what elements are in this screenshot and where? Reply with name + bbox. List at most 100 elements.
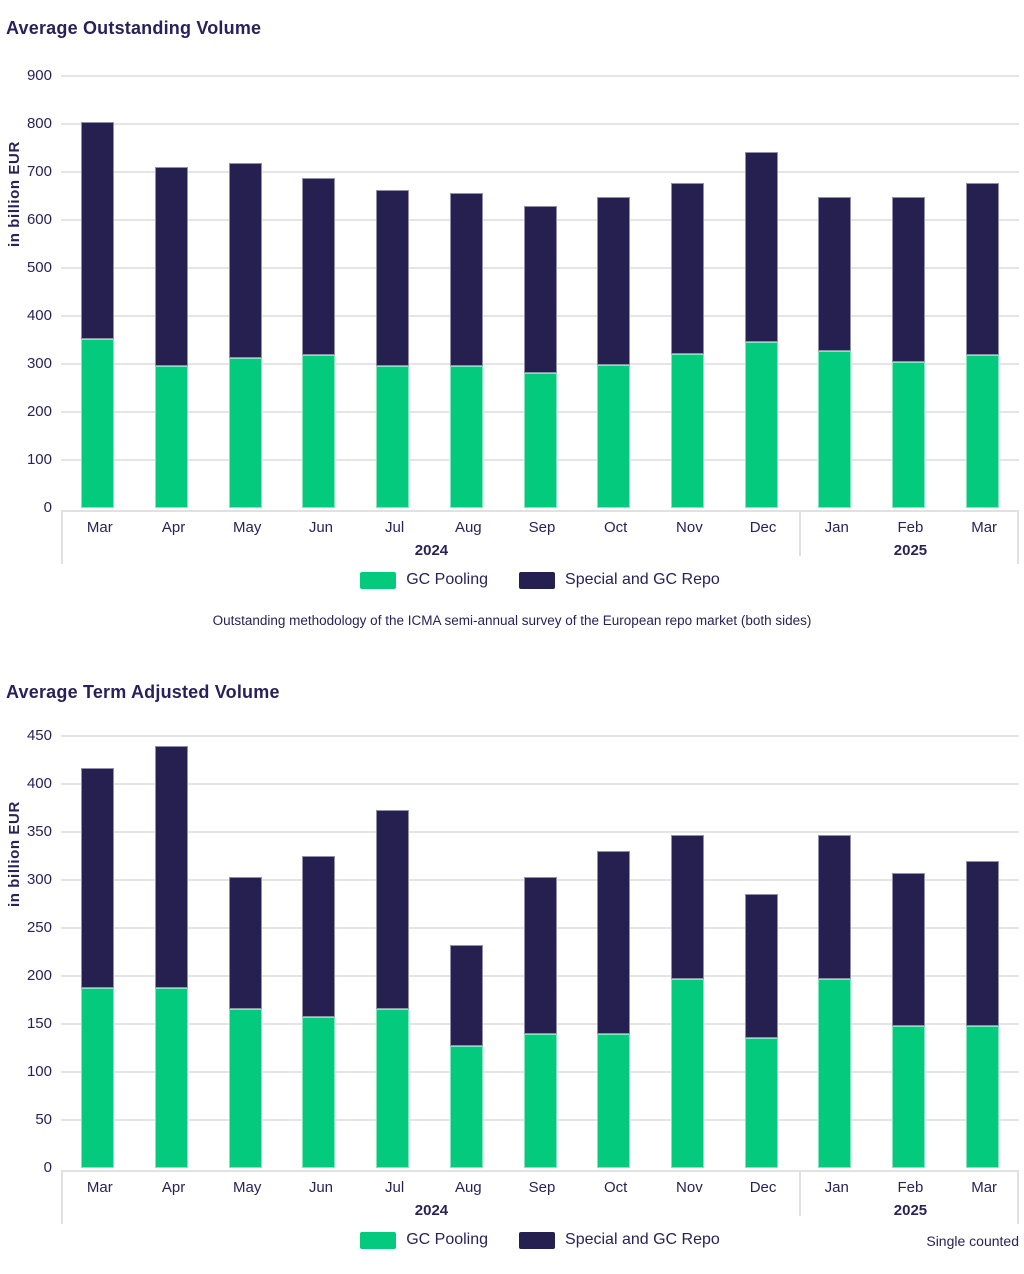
x-tick-label-1-apr: Apr [161, 519, 186, 536]
bar-12-mar-gc-pooling [965, 354, 999, 508]
bar-10-jan-gc-pooling [818, 978, 852, 1168]
gridline-800 [61, 123, 1019, 125]
gc-pooling-swatch-icon [360, 571, 397, 589]
x-tick-label-4-jul: Jul [385, 1179, 405, 1196]
bar-9-dec-special-gc-repo [744, 151, 778, 343]
x-tick-label-8-nov: Nov [676, 519, 703, 536]
bar-6-sep-special-gc-repo [523, 877, 557, 1034]
year-label-2024: 2024 [414, 1202, 449, 1219]
y-tick-label-300: 300 [26, 355, 52, 372]
legend-item-gc-pooling: GC Pooling [360, 1231, 488, 1249]
bar-2-may-special-gc-repo [228, 162, 262, 359]
plot-area [61, 75, 1019, 508]
bar-4-jul-special-gc-repo [376, 809, 410, 1009]
bar-1-apr-special-gc-repo [155, 745, 189, 988]
bar-12-mar-special-gc-repo [965, 860, 999, 1026]
legend-item-special-gc-repo: Special and GC Repo [519, 571, 720, 589]
x-tick-label-0-mar: Mar [86, 1179, 113, 1196]
x-tick-label-12-mar: Mar [971, 1179, 998, 1196]
bar-8-nov-gc-pooling [670, 978, 704, 1168]
y-tick-label-400: 400 [26, 775, 52, 792]
bar-2-may-special-gc-repo [228, 877, 262, 1009]
y-tick-label-150: 150 [26, 1015, 52, 1032]
chart-outstanding-volume: Average Outstanding Volume in billion EU… [6, 18, 1019, 628]
legend-label: Special and GC Repo [565, 1231, 720, 1248]
bar-8-nov-gc-pooling [670, 353, 704, 508]
x-tick-label-10-jan: Jan [824, 519, 849, 536]
bar-0-mar-special-gc-repo [81, 121, 115, 340]
y-tick-label-250: 250 [26, 919, 52, 936]
gridline-700 [61, 171, 1019, 173]
legend-label: GC Pooling [406, 571, 489, 588]
bar-1-apr-gc-pooling [155, 366, 189, 508]
bar-3-jun-gc-pooling [302, 1017, 336, 1168]
bar-6-sep-gc-pooling [523, 1033, 557, 1168]
bar-5-aug-special-gc-repo [449, 945, 483, 1047]
single-counted-note: Single counted [926, 1233, 1019, 1249]
bar-12-mar-special-gc-repo [965, 182, 999, 355]
bar-1-apr-gc-pooling [155, 987, 189, 1168]
bar-10-jan-gc-pooling [818, 350, 852, 508]
x-tick-label-5-aug: Aug [454, 1179, 482, 1196]
bar-2-may-gc-pooling [228, 358, 262, 508]
bar-11-feb-gc-pooling [891, 362, 925, 508]
y-tick-label-800: 800 [26, 115, 52, 132]
bar-4-jul-gc-pooling [376, 1008, 410, 1168]
bar-10-jan-special-gc-repo [818, 834, 852, 979]
bar-3-jun-special-gc-repo [302, 178, 336, 355]
x-tick-label-6-sep: Sep [528, 1179, 556, 1196]
chart-title: Average Term Adjusted Volume [6, 682, 280, 702]
y-tick-label-900: 900 [26, 67, 52, 84]
bar-12-mar-gc-pooling [965, 1025, 999, 1168]
x-tick-label-5-aug: Aug [454, 519, 482, 536]
bar-7-oct-special-gc-repo [597, 197, 631, 366]
special-gc-repo-swatch-icon [519, 571, 556, 589]
y-tick-label-100: 100 [26, 451, 52, 468]
bar-5-aug-special-gc-repo [449, 193, 483, 367]
special-gc-repo-swatch-icon [519, 1231, 556, 1249]
legend: GC Pooling Special and GC Repo [61, 1229, 1019, 1251]
bar-4-jul-gc-pooling [376, 366, 410, 508]
year-label-2025: 2025 [893, 1202, 928, 1219]
bar-11-feb-special-gc-repo [891, 197, 925, 363]
x-tick-label-3-jun: Jun [308, 1179, 333, 1196]
bar-10-jan-special-gc-repo [818, 196, 852, 351]
bar-11-feb-gc-pooling [891, 1025, 925, 1168]
chart-title: Average Outstanding Volume [6, 18, 262, 38]
bar-0-mar-gc-pooling [81, 339, 115, 508]
bar-5-aug-gc-pooling [449, 366, 483, 508]
x-tick-label-6-sep: Sep [528, 519, 556, 536]
y-tick-label-50: 50 [35, 1111, 52, 1128]
x-tick-label-2-may: May [233, 519, 262, 536]
bar-1-apr-special-gc-repo [155, 166, 189, 367]
bar-0-mar-gc-pooling [81, 987, 115, 1168]
bar-5-aug-gc-pooling [449, 1046, 483, 1168]
x-tick-label-7-oct: Oct [604, 1179, 628, 1196]
chart-term-adjusted-volume: Average Term Adjusted Volume in billion … [0, 660, 1024, 1274]
y-tick-label-100: 100 [26, 1063, 52, 1080]
x-tick-label-10-jan: Jan [824, 1179, 849, 1196]
gridline-450 [61, 735, 1019, 737]
y-tick-label-200: 200 [26, 403, 52, 420]
y-tick-label-350: 350 [26, 823, 52, 840]
legend-label: GC Pooling [406, 1231, 489, 1248]
year-label-2024: 2024 [414, 542, 449, 559]
gridline-350 [61, 831, 1019, 833]
year-divider [798, 512, 801, 556]
bar-4-jul-special-gc-repo [376, 189, 410, 367]
legend-item-gc-pooling: GC Pooling [360, 571, 488, 589]
bar-6-sep-special-gc-repo [523, 205, 557, 374]
legend: GC Pooling Special and GC Repo [61, 569, 1019, 591]
x-tick-label-9-dec: Dec [749, 519, 777, 536]
bar-6-sep-gc-pooling [523, 373, 557, 508]
bar-3-jun-special-gc-repo [302, 856, 336, 1018]
plot-area [61, 735, 1019, 1168]
bar-8-nov-special-gc-repo [670, 834, 704, 979]
y-tick-label-400: 400 [26, 307, 52, 324]
bar-7-oct-gc-pooling [597, 1033, 631, 1168]
bar-9-dec-special-gc-repo [744, 894, 778, 1039]
x-tick-label-9-dec: Dec [749, 1179, 777, 1196]
x-tick-label-8-nov: Nov [676, 1179, 703, 1196]
bar-7-oct-special-gc-repo [597, 851, 631, 1034]
